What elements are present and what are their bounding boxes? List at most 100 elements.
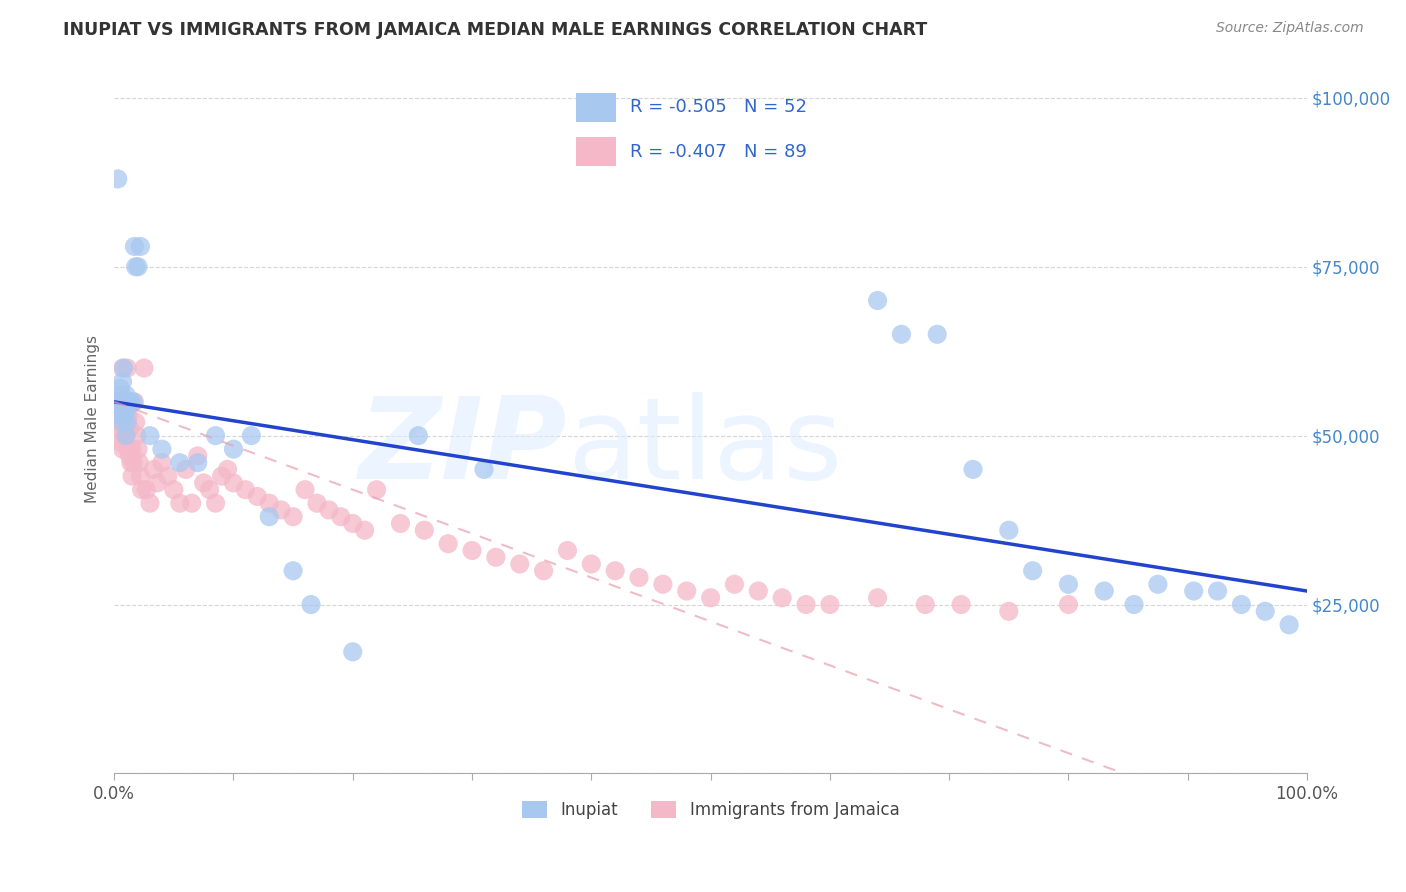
Point bbox=[115, 422, 138, 436]
Point bbox=[914, 598, 936, 612]
Point bbox=[675, 584, 697, 599]
Point bbox=[132, 361, 155, 376]
Point bbox=[150, 442, 173, 457]
Point bbox=[461, 543, 484, 558]
Point bbox=[1057, 598, 1080, 612]
Point bbox=[1147, 577, 1170, 591]
Point bbox=[104, 395, 127, 409]
Point bbox=[180, 496, 202, 510]
Point bbox=[413, 523, 436, 537]
Point bbox=[108, 388, 131, 402]
Point bbox=[120, 395, 142, 409]
Point bbox=[146, 475, 169, 490]
Point bbox=[353, 523, 375, 537]
Point bbox=[890, 327, 912, 342]
Point bbox=[1092, 584, 1115, 599]
Point bbox=[1254, 604, 1277, 618]
Point bbox=[866, 591, 889, 605]
Point bbox=[281, 509, 304, 524]
Point bbox=[156, 469, 179, 483]
Point bbox=[1182, 584, 1205, 599]
Point bbox=[329, 509, 352, 524]
Point bbox=[117, 395, 139, 409]
Point bbox=[129, 239, 152, 253]
Point bbox=[204, 428, 226, 442]
Point bbox=[118, 422, 141, 436]
Point bbox=[342, 516, 364, 531]
Point bbox=[472, 462, 495, 476]
Point bbox=[1021, 564, 1043, 578]
Point bbox=[122, 456, 145, 470]
Point bbox=[723, 577, 745, 591]
Point bbox=[107, 172, 129, 186]
Point bbox=[217, 462, 239, 476]
Point bbox=[866, 293, 889, 308]
Point bbox=[408, 428, 430, 442]
Point bbox=[246, 490, 269, 504]
Point bbox=[110, 395, 132, 409]
Point bbox=[222, 475, 245, 490]
Point bbox=[118, 395, 141, 409]
Point bbox=[1206, 584, 1229, 599]
Point bbox=[115, 428, 138, 442]
Point bbox=[299, 598, 322, 612]
Point bbox=[125, 428, 148, 442]
Point bbox=[581, 557, 603, 571]
Point bbox=[605, 564, 627, 578]
Point bbox=[115, 409, 138, 423]
Point bbox=[1123, 598, 1146, 612]
Point bbox=[108, 422, 131, 436]
Point bbox=[305, 496, 328, 510]
Point bbox=[124, 415, 146, 429]
Point bbox=[294, 483, 316, 497]
Point bbox=[108, 395, 131, 409]
Point bbox=[204, 496, 226, 510]
Point bbox=[107, 409, 129, 423]
Point bbox=[121, 442, 143, 457]
Point bbox=[135, 483, 157, 497]
Point bbox=[747, 584, 769, 599]
Point bbox=[111, 361, 134, 376]
Point bbox=[114, 395, 136, 409]
Y-axis label: Median Male Earnings: Median Male Earnings bbox=[86, 334, 100, 503]
Point bbox=[128, 456, 150, 470]
Point bbox=[1230, 598, 1253, 612]
Point bbox=[110, 435, 132, 450]
Point bbox=[770, 591, 793, 605]
Point bbox=[998, 523, 1021, 537]
Point bbox=[122, 395, 145, 409]
Point bbox=[163, 483, 186, 497]
Point bbox=[112, 409, 135, 423]
Point bbox=[114, 395, 136, 409]
Point bbox=[533, 564, 555, 578]
Point bbox=[118, 449, 141, 463]
Point bbox=[124, 260, 146, 274]
Point bbox=[628, 570, 651, 584]
Point bbox=[651, 577, 673, 591]
Point bbox=[111, 442, 134, 457]
Point bbox=[1057, 577, 1080, 591]
Point bbox=[174, 462, 197, 476]
Point bbox=[108, 428, 131, 442]
Point bbox=[120, 456, 142, 470]
Point bbox=[112, 415, 135, 429]
Point bbox=[169, 496, 191, 510]
Point bbox=[127, 260, 149, 274]
Point bbox=[998, 604, 1021, 618]
Point bbox=[117, 409, 139, 423]
Point bbox=[124, 395, 146, 409]
Point bbox=[129, 469, 152, 483]
Point bbox=[1278, 617, 1301, 632]
Point bbox=[112, 361, 135, 376]
Point bbox=[318, 503, 340, 517]
Point bbox=[193, 475, 215, 490]
Point bbox=[117, 361, 139, 376]
Point bbox=[110, 388, 132, 402]
Point bbox=[342, 645, 364, 659]
Point bbox=[108, 381, 131, 395]
Point bbox=[962, 462, 984, 476]
Text: Source: ZipAtlas.com: Source: ZipAtlas.com bbox=[1216, 21, 1364, 35]
Point bbox=[111, 375, 134, 389]
Text: atlas: atlas bbox=[568, 392, 842, 502]
Point bbox=[509, 557, 531, 571]
